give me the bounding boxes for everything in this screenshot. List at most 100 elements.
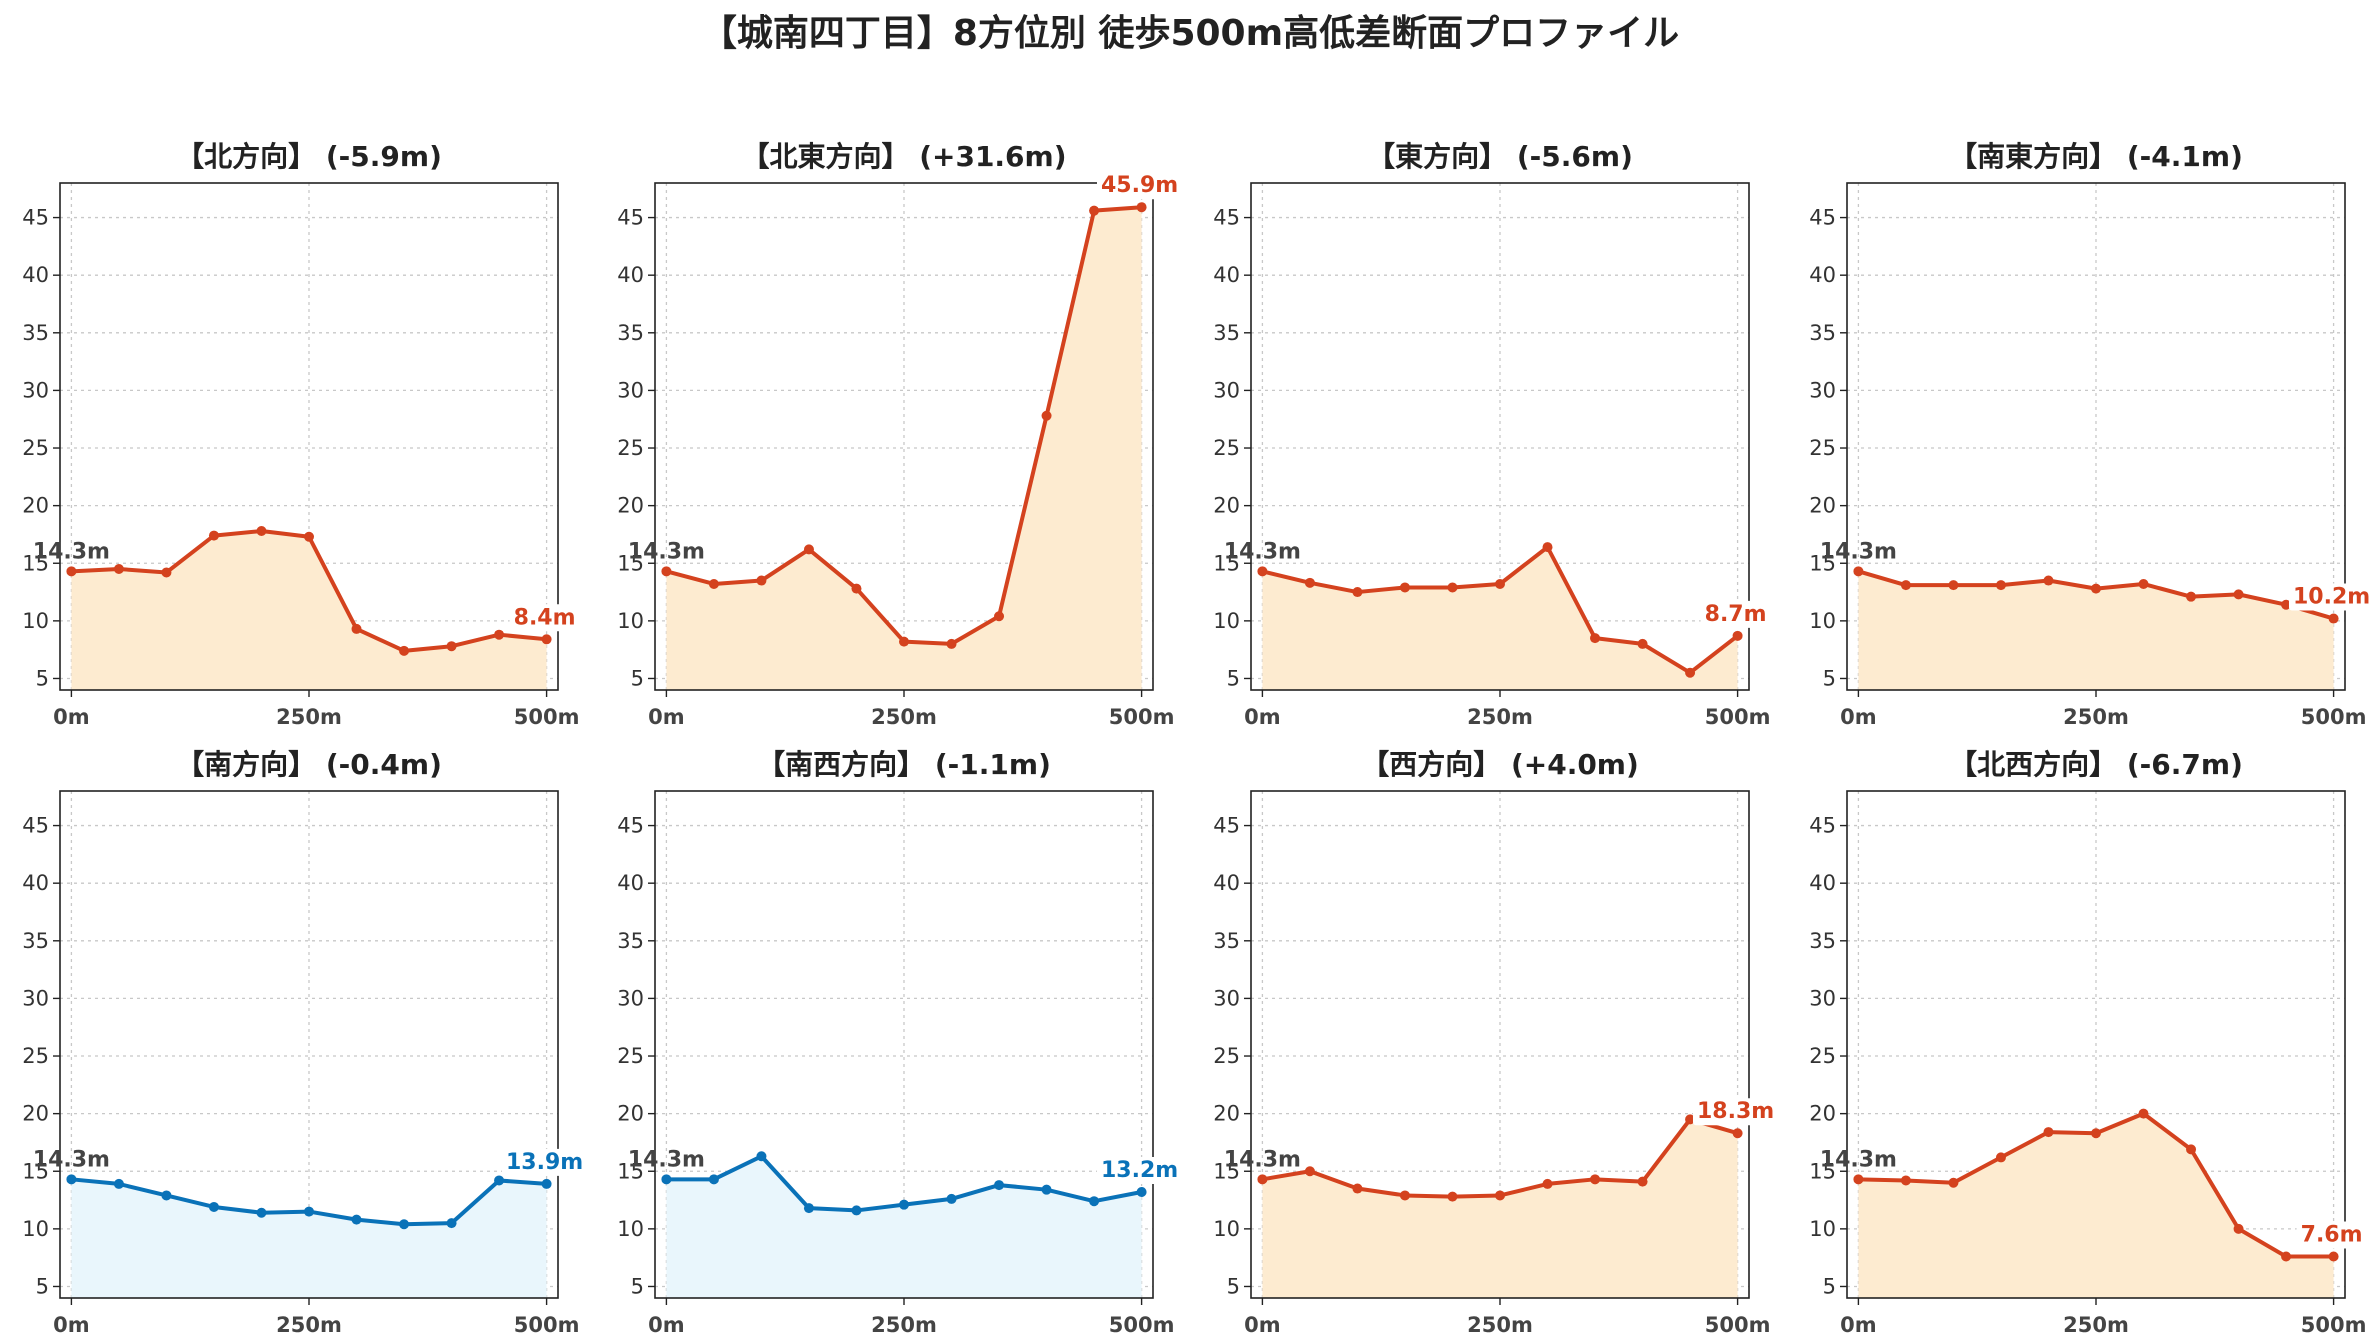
- data-point: [756, 1151, 767, 1162]
- data-point: [2328, 613, 2339, 624]
- data-point: [161, 567, 172, 578]
- y-tick-label: 45: [22, 206, 49, 230]
- x-tick-label: 500m: [2301, 1313, 2367, 1337]
- y-tick-label: 15: [1213, 551, 1240, 575]
- panel-title: 【南東方向】 (-4.1m): [1949, 140, 2243, 173]
- x-tick-label: 500m: [514, 1313, 580, 1337]
- data-point: [304, 531, 314, 542]
- x-tick-label: 250m: [1467, 1313, 1533, 1337]
- data-point: [1637, 1176, 1648, 1187]
- data-point: [113, 564, 124, 575]
- y-tick-label: 30: [617, 378, 644, 402]
- y-tick-label: 25: [1809, 436, 1836, 460]
- x-tick-label: 500m: [1705, 705, 1771, 729]
- y-tick-label: 20: [1809, 1102, 1836, 1126]
- data-point: [1948, 580, 1959, 591]
- x-tick-label: 250m: [2063, 705, 2129, 729]
- data-point: [2281, 599, 2292, 610]
- x-tick-label: 0m: [648, 705, 685, 729]
- y-tick-label: 25: [617, 1044, 644, 1068]
- data-point: [994, 1180, 1005, 1191]
- y-tick-label: 25: [617, 436, 644, 460]
- y-tick-label: 5: [36, 1274, 49, 1298]
- data-point: [708, 1174, 719, 1185]
- profile-panel: 【西方向】 (+4.0m) 5 10 15 20 25 30 35 40 45 0m 250m 500m…: [1213, 748, 1779, 1337]
- data-point: [113, 1178, 124, 1189]
- y-tick-label: 25: [22, 1044, 49, 1068]
- data-point: [351, 1214, 362, 1225]
- data-point: [2233, 589, 2244, 600]
- data-point: [2091, 1128, 2101, 1139]
- data-point: [1900, 580, 1911, 591]
- y-tick-label: 20: [22, 1102, 49, 1126]
- y-tick-label: 40: [1213, 871, 1240, 895]
- y-tick-label: 40: [617, 263, 644, 287]
- elevation-area: [666, 207, 1142, 690]
- y-tick-label: 20: [1809, 494, 1836, 518]
- x-tick-label: 500m: [514, 705, 580, 729]
- y-tick-label: 30: [22, 986, 49, 1010]
- data-point: [803, 1203, 814, 1214]
- start-elevation-label: 14.3m: [33, 539, 110, 564]
- data-point: [446, 1218, 457, 1229]
- data-point: [1136, 202, 1147, 213]
- y-tick-label: 35: [22, 929, 49, 953]
- data-point: [66, 566, 77, 577]
- data-point: [256, 1207, 267, 1218]
- start-elevation-label: 14.3m: [1224, 539, 1301, 564]
- data-point: [1257, 566, 1268, 577]
- start-elevation-label: 14.3m: [628, 1147, 705, 1172]
- y-tick-label: 10: [617, 1217, 644, 1241]
- y-tick-label: 10: [1213, 609, 1240, 633]
- x-tick-label: 0m: [1244, 1313, 1281, 1337]
- end-label-background: [1700, 600, 1771, 628]
- y-tick-label: 5: [1227, 1274, 1240, 1298]
- x-tick-label: 0m: [1244, 705, 1281, 729]
- start-elevation-label: 14.3m: [1224, 1147, 1301, 1172]
- y-tick-label: 5: [1227, 666, 1240, 690]
- end-label-background: [509, 604, 580, 632]
- y-tick-label: 40: [22, 871, 49, 895]
- y-tick-label: 5: [631, 1274, 644, 1298]
- y-tick-label: 45: [1809, 206, 1836, 230]
- data-point: [803, 544, 814, 555]
- data-point: [494, 629, 505, 640]
- x-tick-label: 250m: [276, 705, 342, 729]
- y-tick-label: 45: [617, 814, 644, 838]
- data-point: [946, 638, 957, 649]
- panel-title: 【北方向】 (-5.9m): [176, 140, 442, 173]
- data-point: [1948, 1177, 1959, 1188]
- data-point: [1995, 1152, 2006, 1163]
- y-tick-label: 35: [1809, 321, 1836, 345]
- data-point: [1685, 1114, 1696, 1125]
- data-point: [1590, 633, 1601, 644]
- x-tick-label: 500m: [1705, 1313, 1771, 1337]
- y-tick-label: 35: [1809, 929, 1836, 953]
- x-tick-label: 0m: [1840, 1313, 1877, 1337]
- data-point: [1041, 410, 1052, 421]
- data-point: [994, 611, 1005, 622]
- end-elevation-label: 10.2m: [2293, 585, 2370, 610]
- x-tick-label: 0m: [648, 1313, 685, 1337]
- profile-panel: 【南西方向】 (-1.1m) 5 10 15 20 25 30 35 40 45 0m 250m 500…: [617, 748, 1183, 1337]
- x-tick-label: 0m: [1840, 705, 1877, 729]
- data-point: [708, 578, 719, 589]
- end-elevation-label: 18.3m: [1697, 1099, 1774, 1124]
- y-tick-label: 25: [1809, 1044, 1836, 1068]
- start-elevation-label: 14.3m: [628, 539, 705, 564]
- x-tick-label: 250m: [2063, 1313, 2129, 1337]
- data-point: [1304, 1166, 1315, 1177]
- y-tick-label: 35: [22, 321, 49, 345]
- y-tick-label: 45: [1213, 814, 1240, 838]
- elevation-area: [1262, 1119, 1738, 1298]
- data-point: [1352, 587, 1363, 598]
- data-point: [1637, 638, 1648, 649]
- data-point: [351, 623, 362, 634]
- profile-panel: 【北西方向】 (-6.7m) 5 10 15 20 25 30 35 40 45 0m 250m 500…: [1809, 748, 2367, 1337]
- panel-title: 【北東方向】 (+31.6m): [741, 140, 1066, 173]
- y-tick-label: 5: [1823, 1274, 1836, 1298]
- data-point: [1447, 1191, 1458, 1202]
- y-tick-label: 20: [617, 1102, 644, 1126]
- panel-title: 【東方向】 (-5.6m): [1367, 140, 1633, 173]
